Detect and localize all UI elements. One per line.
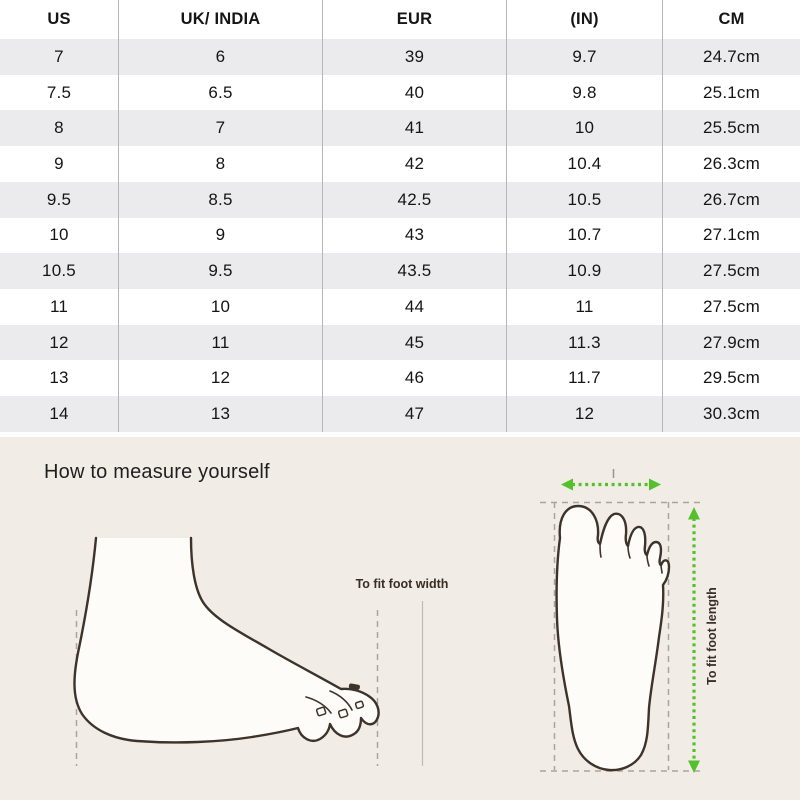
cell-eur: 44 [323,289,507,325]
cell-eur: 42 [323,146,507,182]
cell-cm: 26.3cm [703,154,760,174]
table-row: 8 7 41 10 25.5cm [0,110,800,147]
table-row: 11 10 44 11 27.5cm [0,289,800,325]
cell-us: 11 [0,289,119,325]
table-row: 12 11 45 11.3 27.9cm [0,324,800,361]
toenail-3 [354,700,365,710]
side-foot-fill [74,538,379,743]
cell-in: 11.3 [507,324,663,361]
cell-eur: 47 [323,396,507,432]
cell-us: 13 [0,360,119,397]
arrowhead-bottom [688,760,700,773]
cell-uk-india: 7 [119,110,323,147]
cell-in: 12 [507,396,663,432]
cell-in: 10 [507,110,663,147]
cell-eur: 46 [323,360,507,397]
header-cell-uk-india: UK/ INDIA [119,0,323,39]
cell-uk-india: 9 [119,217,323,254]
toenail-1 [315,706,327,717]
side-foot-outline [73,536,380,744]
cell-cm: 29.5cm [703,368,760,388]
cell-us: 7.5 [0,74,119,111]
size-table-header: US UK/ INDIA EUR (IN) CM [0,0,800,39]
cell-in: 11 [507,289,663,325]
cell-us: 10.5 [0,253,119,290]
cell-cm: 25.5cm [703,118,760,138]
big-toenail [348,683,360,690]
table-row: 14 13 47 12 30.3cm [0,396,800,432]
table-row: 9.5 8.5 42.5 10.5 26.7cm [0,181,800,218]
cell-uk-india: 6 [119,39,323,75]
cell-cm: 25.1cm [703,82,760,102]
table-row: 7.5 6.5 40 9.8 25.1cm [0,74,800,111]
header-cell-in: (IN) [507,0,663,39]
toenail-2 [337,708,349,719]
cell-eur: 43 [323,217,507,254]
size-table-body: 7 6 39 9.7 24.7cm 7.5 6.5 40 9.8 25.1cm … [0,39,800,432]
cell-eur: 43.5 [323,253,507,290]
cell-us: 14 [0,396,119,432]
toe-crease-1 [305,696,332,714]
measure-section: How to measure yourself To fit foot widt… [0,437,800,800]
cell-cm: 30.3cm [703,404,760,424]
cell-uk-india: 11 [119,324,323,361]
cell-eur: 45 [323,324,507,361]
width-measure-arrow [561,478,661,491]
length-label: To fit foot length [705,587,719,685]
header-cell-eur: EUR [323,0,507,39]
cell-uk-india: 10 [119,289,323,325]
cell-in: 10.9 [507,253,663,290]
header-cell-us: US [0,0,119,39]
section-title: How to measure yourself [44,461,270,483]
length-measure-arrow [688,507,700,773]
cell-eur: 39 [323,39,507,75]
table-row: 7 6 39 9.7 24.7cm [0,39,800,75]
cell-cm: 27.5cm [703,261,760,281]
cell-eur: 41 [323,110,507,147]
cell-us: 9.5 [0,181,119,218]
cell-us: 8 [0,110,119,147]
width-label: To fit foot width [355,577,449,591]
cell-uk-india: 6.5 [119,74,323,111]
table-row: 13 12 46 11.7 29.5cm [0,360,800,397]
cell-us: 7 [0,39,119,75]
cell-uk-india: 8.5 [119,181,323,218]
cell-us: 12 [0,324,119,361]
arrowhead-right [649,478,661,491]
cell-uk-india: 9.5 [119,253,323,290]
cell-cm: 27.1cm [703,225,760,245]
cell-us: 9 [0,146,119,182]
cell-cm: 27.5cm [703,296,760,316]
cell-us: 10 [0,217,119,254]
cell-cm: 26.7cm [703,189,760,209]
cell-uk-india: 12 [119,360,323,397]
header-cell-cm: CM [718,10,745,28]
measure-diagram [73,469,700,773]
table-row: 10.5 9.5 43.5 10.9 27.5cm [0,253,800,290]
side-foot-illustration [73,536,380,766]
size-table: US UK/ INDIA EUR (IN) CM 7 6 39 9.7 24.7… [0,0,800,432]
cell-eur: 40 [323,74,507,111]
footprint-toe-creases [599,543,663,574]
cell-uk-india: 8 [119,146,323,182]
cell-in: 10.4 [507,146,663,182]
footprint-illustration [540,469,700,772]
cell-eur: 42.5 [323,181,507,218]
cell-in: 9.7 [507,39,663,75]
cell-cm: 24.7cm [703,46,760,66]
cell-in: 10.5 [507,181,663,218]
footprint-outline [555,504,671,772]
arrowhead-top [688,507,700,520]
cell-cm: 27.9cm [703,332,760,352]
table-row: 9 8 42 10.4 26.3cm [0,146,800,182]
table-row: 10 9 43 10.7 27.1cm [0,217,800,254]
arrowhead-left [561,478,573,491]
cell-in: 9.8 [507,74,663,111]
cell-uk-india: 13 [119,396,323,432]
toe-crease-2 [329,690,353,711]
cell-in: 11.7 [507,360,663,397]
cell-in: 10.7 [507,217,663,254]
